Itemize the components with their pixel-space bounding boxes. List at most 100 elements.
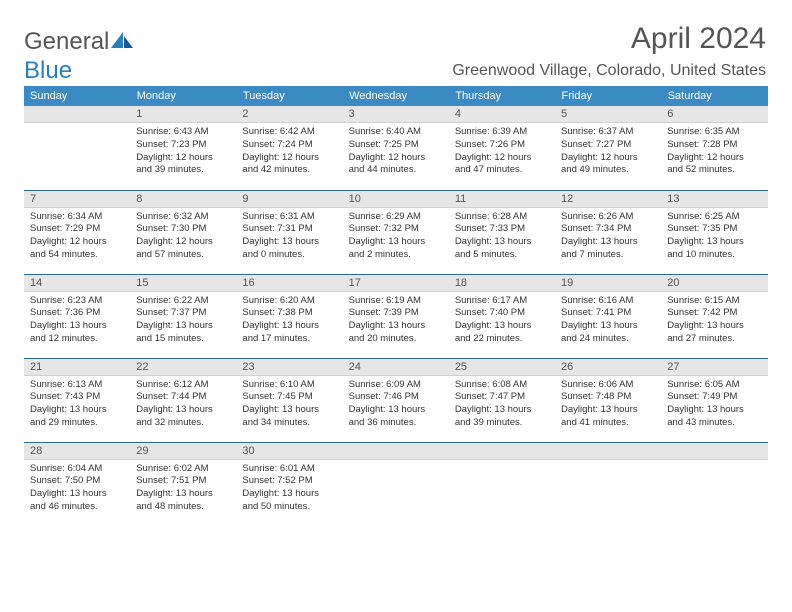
- calendar-cell: 4Sunrise: 6:39 AMSunset: 7:26 PMDaylight…: [449, 106, 555, 190]
- day-detail-line: Daylight: 12 hours: [561, 152, 655, 165]
- day-detail-line: Sunset: 7:28 PM: [667, 139, 761, 152]
- day-detail-line: and 2 minutes.: [349, 249, 443, 262]
- weekday-header: Saturday: [661, 86, 767, 106]
- day-detail-line: Sunrise: 6:06 AM: [561, 379, 655, 392]
- day-detail-line: Daylight: 13 hours: [136, 320, 230, 333]
- calendar-row: 14Sunrise: 6:23 AMSunset: 7:36 PMDayligh…: [24, 274, 768, 358]
- day-detail-line: and 20 minutes.: [349, 333, 443, 346]
- day-detail-line: Sunrise: 6:39 AM: [455, 126, 549, 139]
- day-detail-line: Sunrise: 6:20 AM: [242, 295, 336, 308]
- day-details: Sunrise: 6:25 AMSunset: 7:35 PMDaylight:…: [661, 208, 767, 265]
- day-detail-line: and 39 minutes.: [455, 417, 549, 430]
- day-number: 27: [661, 359, 767, 376]
- calendar-cell: 3Sunrise: 6:40 AMSunset: 7:25 PMDaylight…: [343, 106, 449, 190]
- calendar-cell: 12Sunrise: 6:26 AMSunset: 7:34 PMDayligh…: [555, 190, 661, 274]
- calendar-cell: 10Sunrise: 6:29 AMSunset: 7:32 PMDayligh…: [343, 190, 449, 274]
- day-number: 2: [236, 106, 342, 123]
- day-number: 7: [24, 191, 130, 208]
- day-details: Sunrise: 6:12 AMSunset: 7:44 PMDaylight:…: [130, 376, 236, 433]
- day-detail-line: Sunrise: 6:15 AM: [667, 295, 761, 308]
- day-detail-line: Sunrise: 6:42 AM: [242, 126, 336, 139]
- calendar-cell: 28Sunrise: 6:04 AMSunset: 7:50 PMDayligh…: [24, 442, 130, 526]
- calendar-cell: 8Sunrise: 6:32 AMSunset: 7:30 PMDaylight…: [130, 190, 236, 274]
- day-number: 19: [555, 275, 661, 292]
- calendar-cell: 18Sunrise: 6:17 AMSunset: 7:40 PMDayligh…: [449, 274, 555, 358]
- day-detail-line: and 39 minutes.: [136, 164, 230, 177]
- calendar-cell: 30Sunrise: 6:01 AMSunset: 7:52 PMDayligh…: [236, 442, 342, 526]
- day-detail-line: Sunset: 7:42 PM: [667, 307, 761, 320]
- calendar-table: Sunday Monday Tuesday Wednesday Thursday…: [24, 86, 768, 526]
- day-details: Sunrise: 6:01 AMSunset: 7:52 PMDaylight:…: [236, 460, 342, 517]
- day-detail-line: and 10 minutes.: [667, 249, 761, 262]
- day-detail-line: and 5 minutes.: [455, 249, 549, 262]
- day-detail-line: and 12 minutes.: [30, 333, 124, 346]
- day-detail-line: Sunrise: 6:32 AM: [136, 211, 230, 224]
- day-number: 24: [343, 359, 449, 376]
- calendar-cell: 6Sunrise: 6:35 AMSunset: 7:28 PMDaylight…: [661, 106, 767, 190]
- day-detail-line: Daylight: 13 hours: [242, 404, 336, 417]
- calendar-cell: 19Sunrise: 6:16 AMSunset: 7:41 PMDayligh…: [555, 274, 661, 358]
- day-details: Sunrise: 6:22 AMSunset: 7:37 PMDaylight:…: [130, 292, 236, 349]
- logo-sail-icon: [111, 29, 133, 57]
- calendar-cell: 17Sunrise: 6:19 AMSunset: 7:39 PMDayligh…: [343, 274, 449, 358]
- calendar-cell: [661, 442, 767, 526]
- day-number: [449, 443, 555, 460]
- day-detail-line: Daylight: 13 hours: [30, 404, 124, 417]
- day-details: Sunrise: 6:16 AMSunset: 7:41 PMDaylight:…: [555, 292, 661, 349]
- day-details: [661, 460, 767, 466]
- day-details: [24, 123, 130, 129]
- day-number: 20: [661, 275, 767, 292]
- day-detail-line: Sunrise: 6:10 AM: [242, 379, 336, 392]
- day-detail-line: Sunset: 7:31 PM: [242, 223, 336, 236]
- day-detail-line: Sunset: 7:33 PM: [455, 223, 549, 236]
- day-detail-line: Sunrise: 6:34 AM: [30, 211, 124, 224]
- calendar-cell: 16Sunrise: 6:20 AMSunset: 7:38 PMDayligh…: [236, 274, 342, 358]
- calendar-cell: 22Sunrise: 6:12 AMSunset: 7:44 PMDayligh…: [130, 358, 236, 442]
- day-detail-line: Sunset: 7:49 PM: [667, 391, 761, 404]
- day-details: [555, 460, 661, 466]
- day-detail-line: Sunset: 7:25 PM: [349, 139, 443, 152]
- day-number: [661, 443, 767, 460]
- day-detail-line: Sunset: 7:24 PM: [242, 139, 336, 152]
- day-details: Sunrise: 6:19 AMSunset: 7:39 PMDaylight:…: [343, 292, 449, 349]
- day-details: Sunrise: 6:39 AMSunset: 7:26 PMDaylight:…: [449, 123, 555, 180]
- calendar-row: 28Sunrise: 6:04 AMSunset: 7:50 PMDayligh…: [24, 442, 768, 526]
- day-detail-line: Daylight: 13 hours: [136, 404, 230, 417]
- day-detail-line: and 27 minutes.: [667, 333, 761, 346]
- day-number: [343, 443, 449, 460]
- day-detail-line: Sunset: 7:29 PM: [30, 223, 124, 236]
- weekday-header: Tuesday: [236, 86, 342, 106]
- day-number: 9: [236, 191, 342, 208]
- day-details: Sunrise: 6:34 AMSunset: 7:29 PMDaylight:…: [24, 208, 130, 265]
- calendar-body: 1Sunrise: 6:43 AMSunset: 7:23 PMDaylight…: [24, 106, 768, 526]
- day-detail-line: Sunset: 7:50 PM: [30, 475, 124, 488]
- day-detail-line: Sunset: 7:35 PM: [667, 223, 761, 236]
- day-number: 30: [236, 443, 342, 460]
- calendar-cell: [24, 106, 130, 190]
- day-detail-line: Sunset: 7:46 PM: [349, 391, 443, 404]
- day-number: 12: [555, 191, 661, 208]
- day-detail-line: Sunrise: 6:29 AM: [349, 211, 443, 224]
- calendar-cell: 13Sunrise: 6:25 AMSunset: 7:35 PMDayligh…: [661, 190, 767, 274]
- day-detail-line: and 24 minutes.: [561, 333, 655, 346]
- day-number: 18: [449, 275, 555, 292]
- day-detail-line: and 22 minutes.: [455, 333, 549, 346]
- day-detail-line: Daylight: 13 hours: [667, 320, 761, 333]
- day-detail-line: Sunrise: 6:43 AM: [136, 126, 230, 139]
- day-details: Sunrise: 6:31 AMSunset: 7:31 PMDaylight:…: [236, 208, 342, 265]
- day-detail-line: and 46 minutes.: [30, 501, 124, 514]
- day-details: Sunrise: 6:09 AMSunset: 7:46 PMDaylight:…: [343, 376, 449, 433]
- day-detail-line: Sunset: 7:30 PM: [136, 223, 230, 236]
- day-number: 23: [236, 359, 342, 376]
- weekday-header: Friday: [555, 86, 661, 106]
- calendar-cell: 14Sunrise: 6:23 AMSunset: 7:36 PMDayligh…: [24, 274, 130, 358]
- day-detail-line: Daylight: 12 hours: [349, 152, 443, 165]
- day-number: 16: [236, 275, 342, 292]
- day-number: 13: [661, 191, 767, 208]
- day-details: Sunrise: 6:08 AMSunset: 7:47 PMDaylight:…: [449, 376, 555, 433]
- day-detail-line: Sunset: 7:32 PM: [349, 223, 443, 236]
- day-detail-line: Sunrise: 6:25 AM: [667, 211, 761, 224]
- day-detail-line: Sunset: 7:36 PM: [30, 307, 124, 320]
- day-detail-line: Sunrise: 6:17 AM: [455, 295, 549, 308]
- day-number: 1: [130, 106, 236, 123]
